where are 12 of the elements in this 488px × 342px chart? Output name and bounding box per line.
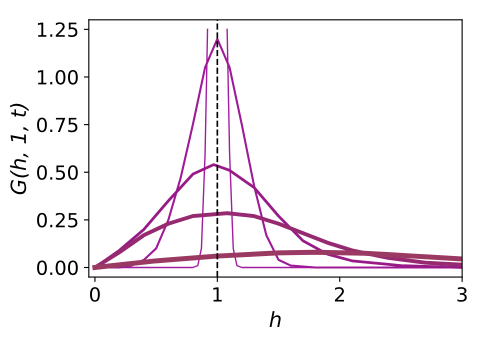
y-axis-title: G(h, 1, t) — [10, 104, 29, 194]
y-tick-label: 0.00 — [37, 260, 78, 276]
y-tick-label: 0.75 — [37, 118, 78, 132]
y-tick-label: 0.50 — [37, 165, 78, 180]
x-tick-label: 1 — [213, 287, 222, 302]
x-tick-label: 0 — [90, 287, 100, 302]
y-tick-label: 1.25 — [38, 22, 78, 38]
x-tick-label: 2 — [334, 287, 344, 302]
y-tick-label: 1.00 — [38, 70, 78, 85]
x-tick-label: 3 — [457, 287, 467, 302]
x-axis-title: h — [270, 311, 281, 327]
y-tick-label: 0.25 — [37, 212, 78, 228]
